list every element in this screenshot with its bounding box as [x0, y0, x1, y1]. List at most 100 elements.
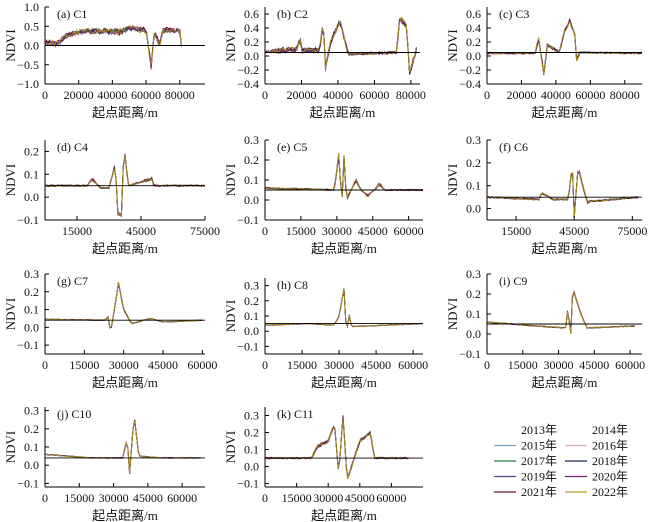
y-tick-label: −0.5 — [17, 58, 39, 72]
y-axis-label: NDVI — [445, 164, 460, 197]
x-tick-label: 60000 — [376, 491, 406, 505]
y-tick-label: 0.1 — [24, 303, 39, 317]
panel-11: 0.3 0.2 0.1 0.0 −0.10 15000 30000 45000 60000 (k)… — [223, 407, 423, 522]
x-tick-label: 20000 — [64, 88, 94, 102]
y-tick-label: 0.2 — [244, 153, 259, 167]
x-axis-label: 起点距离/m — [92, 241, 158, 256]
x-tick-label: 60000 — [394, 224, 424, 238]
series-line-2015年 — [487, 172, 638, 216]
series-line-2020年 — [487, 20, 642, 75]
y-tick-label: 0.2 — [244, 426, 259, 440]
panel-title: (f) C6 — [499, 140, 528, 154]
x-tick-label: 75000 — [190, 224, 220, 238]
x-tick-label: 45000 — [361, 358, 391, 372]
y-tick-label: 0.4 — [466, 21, 481, 35]
y-tick-label: 0.1 — [244, 443, 259, 457]
series-line-2018年 — [45, 27, 181, 67]
x-axis-label: 起点距离/m — [92, 105, 158, 120]
x-tick-label: 15000 — [508, 358, 538, 372]
x-tick-label: 15000 — [64, 491, 94, 505]
y-tick-label: 0.1 — [24, 440, 39, 454]
series-line-2022年 — [265, 418, 408, 479]
y-tick-label: −0.1 — [17, 213, 39, 227]
y-tick-label: 0.0 — [24, 190, 39, 204]
y-tick-label: 0.0 — [24, 39, 39, 53]
y-tick-label: 0.2 — [244, 35, 259, 49]
y-tick-label: 0.2 — [24, 144, 39, 158]
panel-title: (j) C10 — [57, 407, 91, 421]
x-tick-label: 80000 — [165, 88, 195, 102]
y-tick-label: 0.3 — [466, 267, 481, 281]
x-tick-label: 45000 — [148, 358, 178, 372]
x-tick-label: 15000 — [287, 358, 317, 372]
y-tick-label: −0.1 — [17, 476, 39, 490]
series-group — [265, 17, 416, 75]
series-line-2018年 — [265, 20, 416, 75]
x-tick-label: 60000 — [359, 88, 389, 102]
y-axis-label: NDVI — [223, 164, 238, 197]
x-axis-label: 起点距离/m — [532, 241, 598, 256]
panel-2: 0.60.40.20.0−0.2−0.40 20000 40000 60000 8000… — [223, 7, 426, 120]
x-tick-label: 60000 — [575, 88, 605, 102]
panel-title: (a) C1 — [57, 7, 87, 21]
x-tick-label: 0 — [42, 358, 48, 372]
series-group — [487, 292, 635, 334]
x-tick-label: 40000 — [541, 88, 571, 102]
x-tick-label: 0 — [42, 88, 48, 102]
series-line-2019年 — [45, 155, 205, 214]
y-tick-label: −0.2 — [237, 63, 259, 77]
y-tick-label: 0.2 — [466, 35, 481, 49]
series-line-2015年 — [487, 20, 642, 74]
legend-label: 2014年 — [592, 423, 628, 437]
x-tick-label: 45000 — [345, 491, 375, 505]
panel-3: 0.60.40.20.0−0.2−0.40 20000 40000 60000 8000… — [445, 7, 642, 120]
panel-title: (h) C8 — [277, 278, 308, 292]
series-line-2016年 — [487, 172, 638, 216]
x-tick-label: 30000 — [544, 358, 574, 372]
y-tick-label: −1.0 — [17, 77, 39, 91]
x-axis-label: 起点距离/m — [92, 508, 158, 522]
panel-10: 0.30.20.10.0−0.10 15000 30000 45000 60000(j)… — [3, 404, 205, 522]
y-tick-label: 0.1 — [466, 307, 481, 321]
y-tick-label: 0.0 — [24, 320, 39, 334]
y-tick-label: 0.1 — [24, 167, 39, 181]
series-line-2019年 — [45, 420, 200, 474]
y-tick-label: −0.1 — [17, 338, 39, 352]
x-tick-label: 0 — [262, 358, 268, 372]
legend-label: 2013年 — [521, 423, 557, 437]
y-axis-label: NDVI — [223, 29, 238, 62]
x-tick-label: 45000 — [358, 224, 388, 238]
panel-5: 0.30.20.10.0−0.10 15000 30000 45000 60000(e)… — [223, 133, 424, 256]
series-line-2019年 — [487, 172, 638, 216]
series-line-2022年 — [265, 289, 423, 327]
series-line-2020年 — [45, 421, 200, 473]
y-tick-label: 0.3 — [244, 279, 259, 293]
y-tick-label: 0.0 — [244, 460, 259, 474]
panel-title: (d) C4 — [57, 140, 88, 154]
y-tick-label: −0.4 — [237, 77, 259, 91]
legend-label: 2018年 — [592, 454, 628, 468]
x-axis-label: 起点距离/m — [310, 105, 376, 120]
series-line-2022年 — [45, 421, 200, 473]
x-tick-label: 30000 — [99, 491, 129, 505]
x-tick-label: 30000 — [322, 224, 352, 238]
y-axis-label: NDVI — [223, 431, 238, 464]
series-group — [265, 415, 408, 479]
x-axis-label: 起点距离/m — [311, 375, 377, 390]
series-line-2017年 — [45, 27, 181, 67]
series-line-2018年 — [487, 292, 635, 332]
y-tick-label: 0.6 — [244, 7, 259, 21]
x-tick-label: 45000 — [126, 224, 156, 238]
series-group — [265, 288, 423, 326]
series-line-2016年 — [45, 420, 200, 474]
y-tick-label: 0.3 — [24, 267, 39, 281]
x-tick-label: 60000 — [167, 491, 197, 505]
y-axis-label: NDVI — [3, 298, 18, 331]
x-tick-label: 45000 — [579, 358, 609, 372]
x-tick-label: 15000 — [69, 358, 99, 372]
series-line-2022年 — [45, 282, 202, 328]
series-line-2018年 — [45, 421, 200, 474]
y-axis-label: NDVI — [445, 29, 460, 62]
panel-title: (g) C7 — [57, 274, 88, 288]
x-tick-label: 60000 — [187, 358, 217, 372]
